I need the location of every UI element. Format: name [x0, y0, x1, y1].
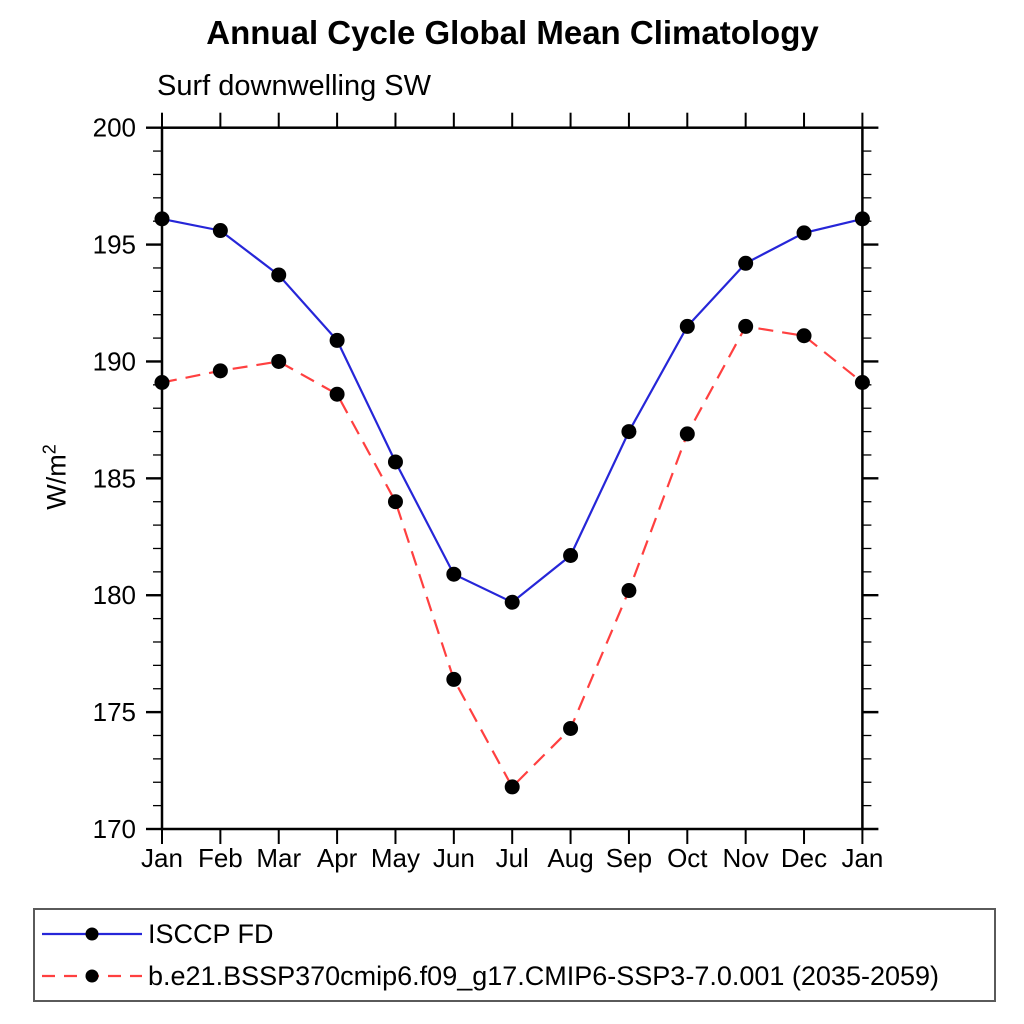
y-tick-label: 175 — [93, 697, 136, 727]
chart-subtitle: Surf downwelling SW — [157, 70, 431, 102]
series-line-1 — [161, 325, 864, 789]
x-tick-labels: Jan Feb Mar Apr May Jun Jul Aug Sep Oct Nov Dec Jan — [141, 843, 883, 873]
data-point-marker — [796, 328, 812, 344]
x-tick-label: Apr — [317, 843, 358, 873]
y-tick-label: 200 — [93, 113, 136, 143]
legend-sample-dashed-line — [42, 969, 142, 983]
y-tick-label: 170 — [93, 814, 136, 844]
data-point-marker — [679, 318, 695, 334]
x-tick-label: Jul — [496, 843, 529, 873]
y-minor-ticks — [153, 150, 872, 807]
x-tick-label: Jan — [141, 843, 183, 873]
data-point-marker — [854, 211, 870, 227]
data-point-marker — [738, 318, 754, 334]
data-point-marker — [504, 594, 520, 610]
x-tick-label: Oct — [667, 843, 708, 873]
data-point-marker — [563, 547, 579, 563]
legend-marker-dot — [85, 927, 99, 941]
data-point-marker — [329, 386, 345, 402]
data-point-marker — [387, 494, 403, 510]
data-point-marker — [796, 225, 812, 241]
chart-title: Annual Cycle Global Mean Climatology — [206, 14, 819, 51]
y-tick-labels: 170 175 180 185 190 195 200 — [93, 113, 136, 844]
data-point-marker — [212, 363, 228, 379]
axis-frame — [160, 126, 864, 831]
y-tick-label: 180 — [93, 580, 136, 610]
x-tick-label: Jan — [841, 843, 883, 873]
y-tick-label: 185 — [93, 463, 136, 493]
x-tick-label: Sep — [606, 843, 652, 873]
data-point-marker — [621, 583, 637, 599]
x-tick-label: May — [371, 843, 420, 873]
data-point-marker — [738, 255, 754, 271]
data-point-marker — [504, 779, 520, 795]
data-point-marker — [212, 223, 228, 239]
data-point-marker — [854, 375, 870, 391]
data-point-marker — [446, 671, 462, 687]
x-tick-label: Nov — [723, 843, 769, 873]
data-point-marker — [154, 211, 170, 227]
data-point-marker — [271, 353, 287, 369]
data-point-marker — [329, 332, 345, 348]
legend-marker-dot — [85, 969, 99, 983]
legend-sample-solid-line — [42, 927, 142, 941]
legend-label-isccp-fd: ISCCP FD — [148, 918, 274, 949]
legend-label-model: b.e21.BSSP370cmip6.f09_g17.CMIP6-SSP3-7.… — [148, 960, 940, 991]
y-major-ticks — [146, 126, 879, 831]
x-tick-label: Jun — [433, 843, 475, 873]
data-point-marker — [387, 454, 403, 470]
series-line-0 — [161, 217, 863, 604]
data-point-marker — [621, 424, 637, 440]
series-markers-0 — [154, 211, 870, 610]
x-tick-label: Feb — [198, 843, 243, 873]
y-tick-label: 190 — [93, 346, 136, 376]
legend: ISCCP FD b.e21.BSSP370cmip6.f09_g17.CMIP… — [33, 908, 996, 1002]
data-point-marker — [446, 566, 462, 582]
x-tick-label: Mar — [256, 843, 301, 873]
legend-item-model: b.e21.BSSP370cmip6.f09_g17.CMIP6-SSP3-7.… — [39, 959, 994, 993]
legend-item-isccp-fd: ISCCP FD — [39, 917, 994, 951]
data-point-marker — [679, 426, 695, 442]
data-point-marker — [563, 720, 579, 736]
x-tick-label: Dec — [781, 843, 827, 873]
x-ticks — [161, 112, 864, 844]
data-point-marker — [271, 267, 287, 283]
y-tick-label: 195 — [93, 230, 136, 260]
data-point-marker — [154, 375, 170, 391]
series-markers-1 — [154, 318, 870, 795]
x-tick-label: Aug — [547, 843, 593, 873]
